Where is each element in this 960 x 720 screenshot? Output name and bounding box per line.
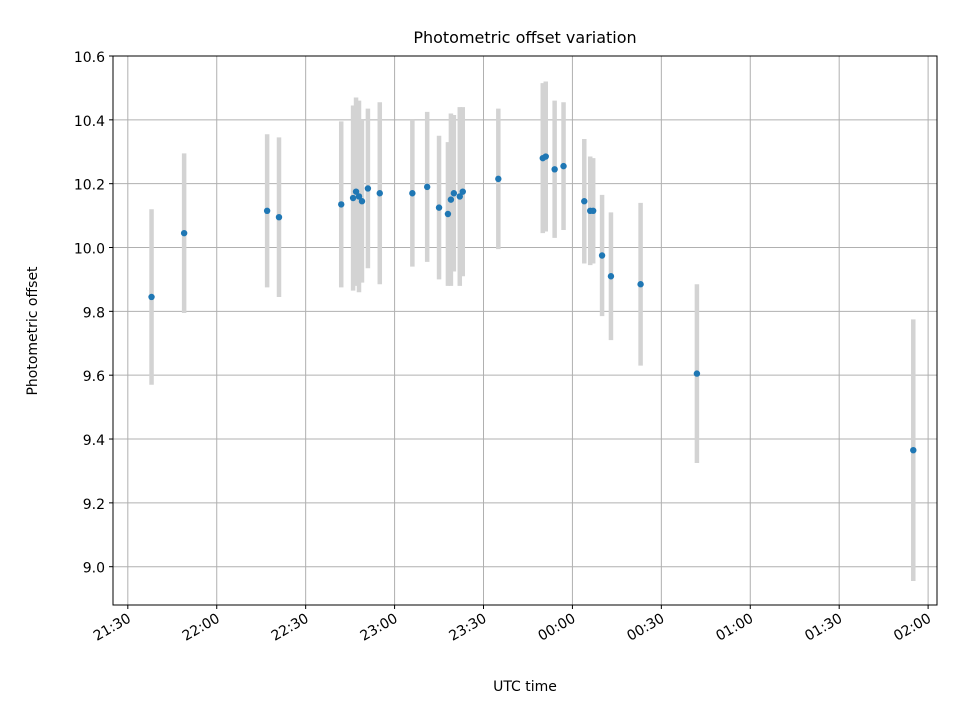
data-point: [910, 446, 917, 454]
data-point: [637, 281, 644, 288]
data-point: [435, 204, 443, 211]
x-tick-label: 22:30: [269, 611, 312, 645]
x-tick-label: 21:30: [91, 611, 134, 645]
data-point: [409, 190, 416, 197]
data-point: [364, 185, 372, 192]
data-point: [180, 229, 188, 237]
y-tick-label: 9.6: [83, 369, 105, 385]
y-tick-label: 10.0: [74, 242, 105, 258]
data-point: [444, 210, 452, 218]
y-tick-label: 9.4: [83, 433, 105, 449]
data-point: [352, 188, 360, 195]
grid: [113, 55, 937, 605]
y-tick-label: 9.8: [83, 305, 105, 321]
data-point: [376, 190, 383, 197]
data-point: [589, 207, 597, 215]
x-tick-label: 02:00: [891, 611, 934, 645]
data-point: [423, 183, 431, 191]
data-point: [607, 273, 615, 280]
y-tick-label: 10.2: [74, 178, 105, 194]
data-point: [459, 188, 466, 195]
x-tick-label: 00:00: [535, 611, 578, 645]
data-point: [358, 198, 366, 205]
data-point: [275, 213, 283, 221]
y-axis-label: Photometric offset: [25, 266, 41, 396]
x-tick-label: 01:00: [713, 611, 756, 645]
x-tick-label: 23:00: [358, 611, 401, 645]
data-point: [551, 166, 558, 173]
x-axis-label: UTC time: [493, 679, 557, 695]
data-point: [495, 175, 502, 183]
data-point: [355, 193, 363, 200]
data-points: [148, 153, 917, 454]
data-point: [349, 194, 357, 202]
error-bars: [149, 81, 916, 582]
data-point: [542, 153, 549, 160]
chart-title: Photometric offset variation: [413, 28, 636, 47]
y-tick-label: 9.0: [83, 561, 105, 577]
y-axis: 9.0 9.2 9.4 9.6 9.8 10.0 10.2 10.4 10.6: [74, 50, 113, 577]
data-point: [693, 370, 701, 377]
x-tick-label: 01:30: [802, 611, 845, 645]
data-point: [560, 162, 567, 170]
data-point: [338, 201, 345, 208]
data-point: [456, 193, 463, 200]
y-tick-label: 9.2: [83, 497, 105, 513]
data-point: [148, 293, 155, 301]
data-point: [581, 198, 588, 205]
data-point: [450, 190, 458, 197]
data-point: [263, 207, 271, 215]
plot-frame: [112, 55, 938, 606]
y-tick-label: 10.4: [74, 114, 105, 130]
x-tick-label: 23:30: [447, 611, 490, 645]
data-point: [598, 252, 606, 259]
y-tick-label: 10.6: [74, 50, 105, 66]
x-axis: 21:30 22:00 22:30 23:00 23:30 00:00 00:30 01:00…: [91, 605, 934, 645]
x-tick-label: 00:30: [624, 611, 667, 645]
x-tick-label: 22:00: [180, 611, 223, 645]
data-point: [447, 196, 455, 203]
